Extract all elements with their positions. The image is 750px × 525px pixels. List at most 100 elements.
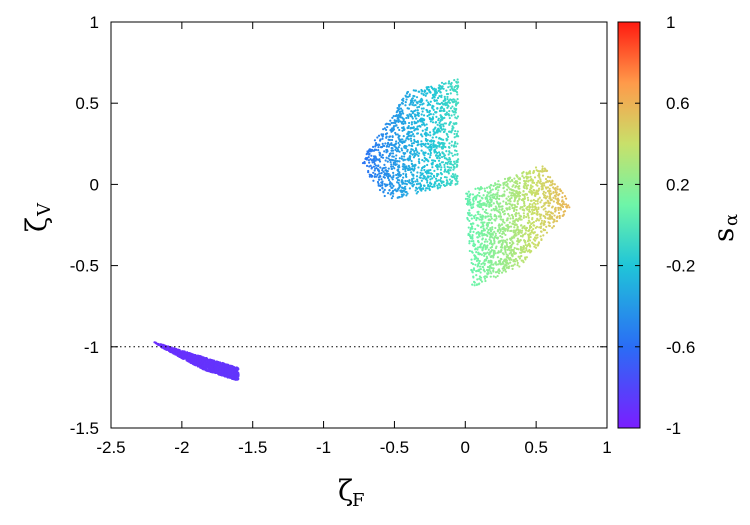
data-point (455, 102, 459, 105)
data-point (419, 171, 422, 174)
data-point (426, 175, 429, 178)
data-point (381, 182, 384, 185)
data-point (419, 117, 423, 120)
data-point (523, 250, 526, 253)
data-point (512, 223, 515, 226)
data-point (496, 256, 500, 259)
data-point (508, 237, 512, 240)
data-point (478, 277, 481, 280)
data-point (546, 175, 550, 178)
data-point (475, 283, 478, 286)
data-point (496, 274, 499, 278)
data-point (427, 142, 430, 146)
data-point (210, 363, 213, 366)
data-point (474, 187, 477, 191)
data-point (472, 280, 476, 284)
data-point (427, 146, 430, 149)
data-point (494, 232, 497, 235)
data-point (543, 215, 546, 218)
data-point (518, 265, 521, 268)
data-point (443, 175, 447, 179)
data-point (421, 166, 425, 169)
data-point (513, 263, 516, 266)
data-point (371, 149, 374, 152)
data-point (430, 159, 434, 162)
data-point (424, 137, 427, 140)
data-point (479, 226, 483, 229)
data-point (184, 351, 188, 355)
data-point (483, 187, 486, 190)
data-point (512, 220, 515, 223)
data-point (478, 218, 481, 221)
data-point (396, 126, 400, 129)
data-point (516, 225, 519, 228)
data-point (431, 177, 434, 180)
data-point (512, 248, 515, 252)
data-point (471, 271, 474, 274)
data-point (555, 220, 559, 223)
data-point (415, 149, 418, 152)
data-point (508, 202, 511, 205)
data-point (390, 186, 393, 189)
data-point (490, 232, 493, 236)
data-point (452, 126, 455, 129)
data-point (405, 175, 408, 178)
data-point (392, 192, 395, 195)
data-point (471, 233, 474, 237)
data-point (473, 258, 476, 261)
data-point (486, 194, 489, 197)
y-tick-label: 0.5 (75, 94, 99, 113)
data-point (480, 280, 484, 283)
data-point (525, 177, 529, 180)
data-point (443, 163, 446, 167)
data-point (420, 145, 423, 148)
data-point (404, 147, 408, 150)
data-point (422, 107, 425, 110)
data-point (432, 128, 435, 131)
data-point (500, 223, 504, 226)
data-point (507, 227, 510, 230)
data-point (392, 115, 395, 118)
data-point (408, 187, 411, 190)
data-point (409, 101, 413, 104)
data-point (559, 189, 562, 193)
data-point (416, 120, 420, 123)
data-point (213, 360, 217, 363)
data-point (489, 275, 492, 278)
data-point (514, 205, 517, 208)
data-point (428, 156, 431, 159)
data-point (394, 142, 398, 145)
data-point (536, 202, 539, 205)
data-point (491, 188, 494, 191)
data-point (226, 365, 229, 368)
data-point (493, 230, 496, 233)
data-point (429, 181, 432, 184)
data-point (439, 125, 443, 129)
data-point (391, 116, 394, 119)
data-point (467, 226, 470, 229)
data-point (384, 142, 387, 145)
data-point (544, 168, 547, 171)
data-point (483, 189, 487, 193)
data-point (472, 230, 475, 233)
data-point (492, 270, 495, 273)
data-point (410, 167, 414, 170)
data-point (475, 270, 478, 273)
colorbar-gradient (617, 21, 641, 429)
data-point (440, 146, 443, 149)
data-point (444, 161, 447, 165)
data-point (382, 128, 385, 131)
data-point (533, 231, 536, 234)
data-point (542, 223, 545, 226)
data-point (489, 183, 493, 187)
data-point (503, 239, 507, 242)
data-point (464, 197, 468, 200)
data-point (505, 180, 508, 184)
data-point (387, 145, 390, 148)
data-point (522, 185, 525, 188)
data-point (473, 284, 476, 287)
data-point (175, 349, 178, 352)
data-point (502, 226, 505, 229)
data-point (516, 219, 520, 222)
data-point (377, 149, 380, 152)
